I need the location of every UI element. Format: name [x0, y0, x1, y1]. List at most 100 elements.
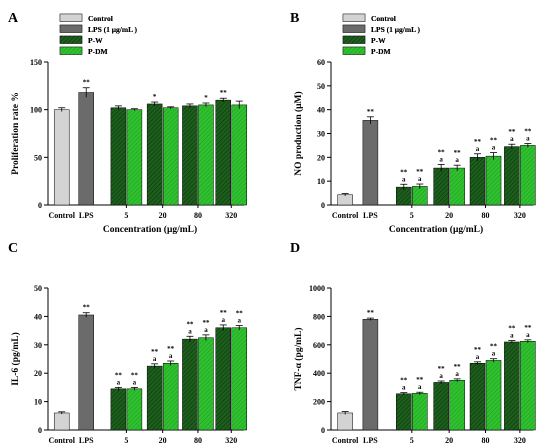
bar-p-w-80	[469, 157, 486, 206]
x-tick-label: 80	[482, 436, 490, 445]
x-axis-label: Concentration (μg/mL)	[103, 224, 197, 235]
significance-label: a	[169, 352, 173, 360]
significance-label: **	[454, 149, 462, 157]
bar-p-dm-80	[485, 360, 502, 431]
legend-label: LPS (1 μg/mL )	[371, 25, 421, 34]
y-tick-label: 200	[313, 398, 325, 407]
bar-control-control	[337, 412, 353, 431]
significance-label: **	[508, 325, 516, 333]
bar-p-dm-5	[126, 109, 143, 206]
x-tick-label: Control	[48, 211, 75, 220]
y-tick-label: 50	[317, 82, 325, 91]
bar-p-w-320	[504, 341, 520, 431]
legend-label: LPS (1 μg/mL )	[88, 25, 138, 34]
significance-label: a	[117, 378, 121, 386]
significance-label: a	[492, 144, 496, 152]
significance-label: **	[490, 137, 498, 145]
significance-label: a	[492, 350, 496, 358]
significance-label: *	[153, 93, 157, 101]
bar-p-dm-20	[449, 380, 465, 431]
x-tick-label: LPS	[79, 211, 94, 220]
significance-label: a	[526, 331, 530, 339]
x-tick-label: 5	[124, 436, 128, 445]
x-tick-label: 80	[482, 211, 490, 220]
x-tick-label: Control	[332, 436, 359, 445]
x-tick-label: Control	[48, 436, 75, 445]
significance-label: **	[167, 345, 175, 353]
y-tick-label: 20	[317, 153, 325, 162]
bar-p-w-320	[504, 146, 520, 206]
bar-p-w-320	[215, 99, 232, 206]
significance-label: a	[439, 372, 443, 380]
significance-label: **	[400, 377, 408, 385]
bar-p-w-80	[469, 363, 486, 431]
legend-label: Control	[371, 14, 396, 23]
significance-label: a	[222, 316, 226, 324]
significance-label: **	[367, 309, 375, 317]
significance-label: a	[455, 156, 459, 164]
significance-label: a	[402, 175, 406, 183]
y-tick-label: 800	[313, 312, 325, 321]
panel-letter: D	[290, 241, 300, 256]
x-tick-label: 5	[410, 211, 414, 220]
bar-p-dm-5	[126, 388, 143, 431]
bar-p-dm-20	[449, 167, 465, 206]
panel-a: A Control LPS (1 μg/mL ) P-W P-DM 0 50 100 150 Pr…	[8, 11, 248, 235]
bar-p-w-320	[215, 327, 232, 431]
x-tick-label: Control	[332, 211, 359, 220]
bar-control-control	[337, 194, 353, 206]
y-tick-label: 50	[34, 153, 42, 162]
significance-label: **	[490, 343, 498, 351]
significance-label: a	[476, 353, 480, 361]
legend-label: P-W	[88, 36, 103, 45]
x-tick-label: 320	[225, 436, 237, 445]
significance-label: a	[153, 355, 157, 363]
y-tick-label: 0	[38, 426, 42, 435]
significance-label: **	[438, 365, 446, 373]
y-tick-label: 10	[317, 177, 325, 186]
bar-p-w-20	[433, 382, 449, 431]
legend-swatch-p-dm	[59, 46, 83, 55]
significance-label: **	[220, 89, 228, 97]
y-tick-label: 600	[313, 341, 325, 350]
x-tick-label: LPS	[79, 436, 94, 445]
significance-label: **	[202, 319, 210, 327]
bar-p-w-80	[182, 105, 198, 206]
significance-label: **	[524, 324, 532, 332]
x-tick-label: LPS	[363, 436, 378, 445]
significance-label: **	[524, 128, 532, 136]
y-axis-label: Proliferation rate %	[11, 92, 21, 175]
y-tick-label: 60	[317, 58, 325, 67]
x-tick-label: 20	[445, 436, 453, 445]
legend-label: LPS (1 μg/mL )	[88, 25, 138, 34]
significance-label: **	[83, 79, 91, 87]
legend-swatch-lps	[342, 24, 366, 33]
significance-label: **	[474, 138, 482, 146]
legend-swatch-control	[342, 13, 366, 22]
x-tick-label: 320	[514, 436, 526, 445]
significance-label: **	[416, 376, 424, 384]
legend: Control LPS (1 μg/mL ) P-W P-DM	[59, 13, 138, 56]
significance-label: **	[151, 348, 159, 356]
y-axis-label: IL-6 (pg/mL)	[10, 332, 21, 386]
bar-p-dm-20	[162, 107, 179, 206]
legend-swatch-lps	[59, 24, 83, 33]
bar-p-w-80	[182, 338, 198, 431]
significance-label: **	[508, 128, 516, 136]
significance-label: a	[418, 383, 422, 391]
x-tick-label: 80	[194, 436, 202, 445]
bar-p-w-5	[396, 393, 412, 431]
x-tick-label: 5	[410, 436, 414, 445]
bar-p-dm-80	[485, 155, 502, 206]
significance-label: a	[510, 135, 514, 143]
significance-label: **	[83, 304, 91, 312]
significance-label: **	[115, 371, 123, 379]
bar-lps-lps	[78, 92, 94, 206]
significance-label: *	[204, 94, 208, 102]
bar-lps-lps	[78, 314, 94, 431]
bar-control-control	[53, 109, 70, 206]
y-tick-label: 50	[34, 284, 42, 293]
significance-label: **	[474, 346, 482, 354]
y-axis-label: NO production (μM)	[293, 91, 304, 175]
